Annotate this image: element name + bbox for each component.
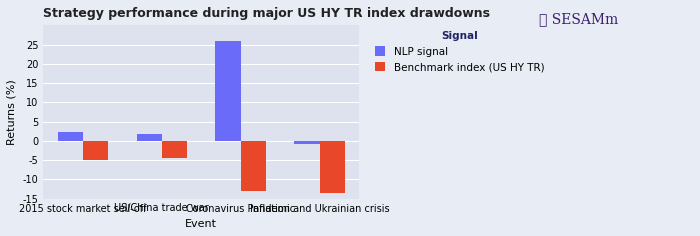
- X-axis label: Event: Event: [186, 219, 217, 229]
- Bar: [57, 132, 83, 141]
- Bar: [136, 134, 162, 141]
- Legend: NLP signal, Benchmark index (US HY TR): NLP signal, Benchmark index (US HY TR): [371, 27, 549, 76]
- Text: Strategy performance during major US HY TR index drawdowns: Strategy performance during major US HY …: [43, 7, 490, 20]
- Bar: [241, 141, 266, 191]
- Bar: [320, 141, 345, 193]
- Text: ❦ SESAMm: ❦ SESAMm: [539, 12, 618, 26]
- Bar: [295, 141, 320, 143]
- Bar: [216, 41, 241, 141]
- Bar: [162, 141, 187, 158]
- Bar: [83, 141, 108, 160]
- Y-axis label: Returns (%): Returns (%): [7, 79, 17, 145]
